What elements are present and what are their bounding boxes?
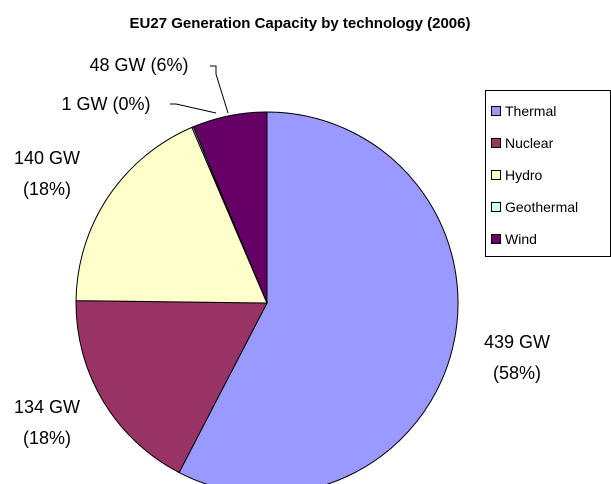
legend-swatch <box>491 170 501 180</box>
chart-title: EU27 Generation Capacity by technology (… <box>130 15 471 32</box>
legend-swatch <box>491 106 501 116</box>
legend-label: Hydro <box>505 167 543 183</box>
data-label: 1 GW (0%) <box>61 94 151 114</box>
legend-swatch <box>491 234 501 244</box>
legend-swatch <box>491 202 501 212</box>
legend-label: Geothermal <box>505 199 578 215</box>
pie-slice <box>75 300 268 474</box>
data-label: 140 GW (18%) <box>13 148 81 199</box>
legend-label: Nuclear <box>505 135 554 151</box>
leader-line <box>170 103 217 114</box>
data-label: 439 GW (58%) <box>483 332 551 383</box>
legend-swatch <box>491 138 501 148</box>
legend-label: Thermal <box>505 103 556 119</box>
leader-line <box>210 65 229 114</box>
pie-slice <box>75 126 268 304</box>
pie-slice <box>178 111 459 484</box>
pie-slice <box>192 111 268 304</box>
data-label: 134 GW (18%) <box>13 397 81 448</box>
legend-label: Wind <box>505 231 537 247</box>
data-label: 48 GW (6%) <box>89 55 189 75</box>
